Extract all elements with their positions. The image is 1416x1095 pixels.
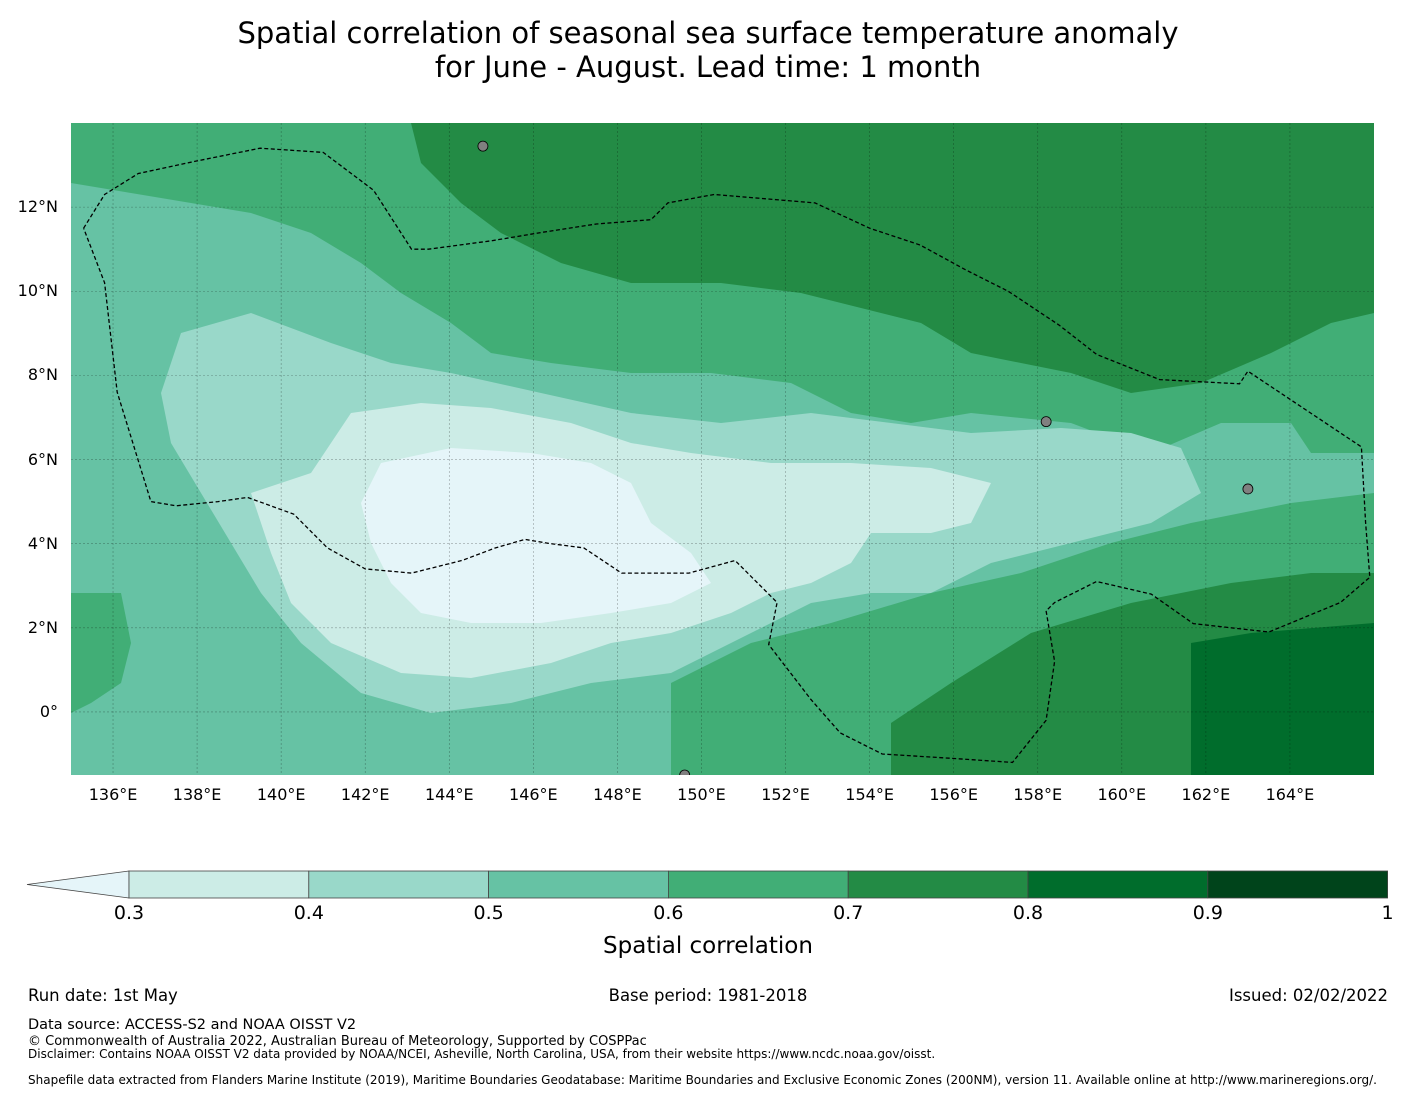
colorbar-cell [488,870,669,899]
lat-tick-label: 10°N [17,281,58,301]
base-period: Base period: 1981-2018 [608,986,808,1005]
map-canvas [71,123,1374,775]
island-pohnpei [1040,416,1052,428]
run-date: Run date: 1st May [28,986,178,1005]
island-kosrae [1242,483,1254,495]
colorbar-tick-label: 0.7 [833,902,864,924]
lat-tick-label: 2°N [27,617,58,637]
lon-tick-label: 142°E [340,785,390,804]
colorbar-tick-label: 0.6 [653,902,684,924]
lon-tick-label: 136°E [88,785,138,804]
colorbar-cell [128,870,310,899]
data-source: Data source: ACCESS-S2 and NOAA OISST V2 [28,1017,357,1033]
colorbar-cell [1027,870,1209,899]
colorbar-cell [308,870,489,899]
lat-tick-label: 0° [39,701,58,721]
colorbar-extend-triangle [26,870,130,899]
band-0.9-1-southeast [1191,623,1374,775]
colorbar-tick-label: 0.8 [1012,902,1044,924]
map-title-line-1: Spatial correlation of seasonal sea surf… [237,16,1179,50]
issued-date: Issued: 02/02/2022 [1228,986,1388,1005]
lon-tick-label: 158°E [1013,785,1063,804]
lon-tick-label: 160°E [1097,785,1147,804]
lon-tick-label: 150°E [677,785,726,804]
colorbar-cell [668,870,849,899]
map-title-line-2: for June - August. Lead time: 1 month [434,50,982,84]
colorbar-cell [1207,870,1389,899]
lon-tick-label: 146°E [509,785,558,804]
map-gridlines [71,123,1374,775]
lon-tick-label: 140°E [256,785,306,804]
lon-tick-label: 144°E [424,785,474,804]
colorbar-tick-label: 1 [1381,902,1394,924]
colorbar-label: Spatial correlation [603,933,813,959]
copyright-notice: © Commonwealth of Australia 2022, Austra… [28,1034,647,1049]
lon-tick-label: 152°E [761,785,810,804]
colorbar-tick-label: 0.3 [113,902,145,924]
lon-tick-label: 164°E [1265,785,1315,804]
colorbar-tick-label: 0.5 [473,902,504,924]
island-guam [477,140,489,152]
island-layer [477,140,1254,775]
band-0.3-0.4-core [361,448,711,623]
band-0.8-0.9-north [411,123,1374,393]
eez-boundary-line [82,147,1371,764]
lat-tick-label: 4°N [27,533,58,553]
lon-tick-label: 154°E [845,785,894,804]
colorbar-tick-label: 0.4 [293,902,324,924]
colorbar-cell [847,870,1029,899]
correlation-map [71,123,1374,775]
lon-tick-label: 156°E [929,785,978,804]
island-mussau [679,769,691,775]
lat-tick-label: 8°N [27,365,58,385]
band-0.7-0.8-west [71,593,131,713]
disclaimer: Disclaimer: Contains NOAA OISST V2 data … [28,1047,936,1061]
colorbar-tick-label: 0.9 [1192,902,1223,924]
lon-tick-label: 162°E [1181,785,1231,804]
lat-tick-label: 6°N [27,449,58,469]
lon-tick-label: 148°E [593,785,642,804]
lat-tick-label: 12°N [17,197,58,217]
lon-tick-label: 138°E [172,785,222,804]
colorbar [26,870,1389,899]
shapefile-credit: Shapefile data extracted from Flanders M… [28,1073,1377,1087]
